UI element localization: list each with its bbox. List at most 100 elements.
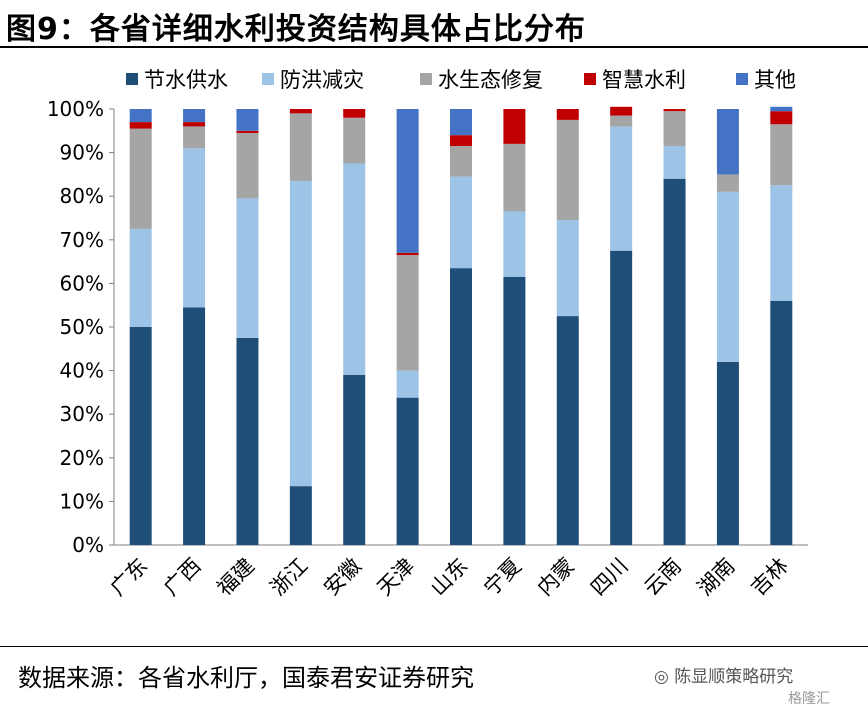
bar-segment (503, 143, 526, 212)
bar-segment (289, 109, 312, 114)
bar-segment (770, 111, 793, 125)
bars (129, 106, 793, 545)
bar-segment (716, 109, 739, 175)
legend-label: 水生态修复 (438, 68, 543, 92)
x-tick-label: 福建 (212, 554, 259, 601)
wechat-icon: ◎ (654, 667, 669, 687)
bar-segment (236, 198, 259, 338)
x-tick-label: 广东 (106, 554, 153, 601)
y-tick-label: 20% (60, 446, 104, 470)
x-tick-label: 安徽 (319, 554, 366, 601)
y-tick-label: 10% (60, 489, 104, 513)
legend-label: 其他 (754, 68, 796, 92)
y-tick-label: 50% (60, 315, 104, 339)
legend-swatch (736, 73, 748, 85)
x-tick-label: 山东 (426, 554, 473, 601)
page-title: 图9：各省详细水利投资结构具体占比分布 (6, 12, 586, 47)
bar-segment (663, 146, 686, 179)
footer-divider (0, 646, 868, 647)
y-tick-label: 40% (60, 359, 104, 383)
bar-segment (503, 109, 526, 144)
bar-segment (610, 250, 633, 545)
bar-segment (396, 370, 419, 398)
bar-segment (450, 176, 472, 269)
watermark-logo-text: 格隆汇 (788, 691, 830, 707)
bar-segment (503, 276, 526, 545)
bar-segment (129, 128, 152, 229)
y-tick-label: 0% (72, 533, 104, 557)
x-tick-label: 湖南 (693, 554, 740, 601)
bar-segment (610, 126, 633, 251)
legend-label: 智慧水利 (602, 68, 686, 92)
bar-segment (236, 130, 259, 133)
stacked-bar-chart: 节水供水 防洪减灾 水生态修复 智慧水利 其他 0% 10% 20% 30% 40% 50% 60%… (47, 68, 808, 601)
bar-segment (396, 397, 419, 545)
bar-segment (289, 113, 312, 181)
bar-segment (610, 115, 633, 127)
bar-segment (129, 109, 152, 123)
bar-segment (770, 300, 793, 545)
legend-swatch (126, 73, 138, 85)
bar-segment (396, 255, 419, 371)
y-tick-label: 60% (60, 271, 104, 295)
bar-segment (450, 109, 472, 136)
bar-segment (343, 109, 366, 118)
bar-segment (183, 122, 206, 127)
bar-segment (556, 316, 579, 545)
bar-segment (396, 252, 419, 256)
x-tick-label: 天津 (372, 554, 419, 601)
title-divider (0, 46, 868, 48)
bar-segment (343, 163, 366, 375)
bar-segment (770, 106, 793, 112)
bar-segment (289, 486, 312, 545)
bar-segment (236, 132, 259, 199)
y-tick-label: 100% (47, 97, 104, 121)
y-tick-label: 30% (60, 402, 104, 426)
bar-segment (129, 228, 152, 327)
bar-segment (396, 109, 419, 253)
bar-segment (663, 109, 686, 112)
x-tick-label: 浙江 (266, 554, 313, 601)
watermark-text: 陈显顺策略研究 (674, 667, 794, 687)
x-tick-label: 广西 (159, 554, 206, 601)
bar-segment (556, 109, 579, 120)
bar-segment (450, 146, 472, 177)
bar-segment (183, 126, 206, 149)
bar-segment (183, 109, 206, 123)
bar-segment (610, 106, 633, 116)
bar-segment (716, 191, 739, 362)
bar-segment (716, 174, 739, 192)
y-tick-label: 70% (60, 228, 104, 252)
bar-segment (236, 109, 259, 131)
bar-segment (183, 148, 206, 308)
bar-segment (236, 337, 259, 545)
x-axis: 广东 广西 福建 浙江 安徽 天津 山东 宁夏 内蒙 四川 云南 湖南 吉林 (106, 554, 793, 601)
bar-segment (770, 124, 793, 186)
legend-swatch (262, 73, 274, 85)
bar-segment (183, 307, 206, 545)
legend-label: 防洪减灾 (280, 68, 364, 92)
bar-segment (289, 180, 312, 487)
x-tick-label: 四川 (586, 554, 633, 601)
y-axis: 0% 10% 20% 30% 40% 50% 60% 70% 80% 90% 100% (47, 97, 808, 557)
x-tick-label: 宁夏 (479, 554, 526, 601)
bar-segment (129, 122, 152, 129)
bar-segment (450, 268, 472, 545)
bar-segment (663, 178, 686, 545)
x-tick-label: 吉林 (746, 554, 793, 601)
bar-segment (343, 117, 366, 164)
legend: 节水供水 防洪减灾 水生态修复 智慧水利 其他 (126, 68, 796, 92)
bar-segment (503, 211, 526, 277)
bar-segment (770, 185, 793, 301)
bar-segment (716, 361, 739, 545)
legend-label: 节水供水 (144, 68, 228, 92)
bar-segment (556, 119, 579, 221)
x-tick-label: 内蒙 (533, 554, 580, 601)
source-note: 数据来源：各省水利厅，国泰君安证券研究 (18, 664, 474, 692)
legend-swatch (420, 73, 432, 85)
x-tick-label: 云南 (639, 554, 686, 601)
bar-segment (556, 220, 579, 317)
y-tick-label: 80% (60, 184, 104, 208)
bar-segment (343, 374, 366, 545)
bar-segment (129, 327, 152, 545)
